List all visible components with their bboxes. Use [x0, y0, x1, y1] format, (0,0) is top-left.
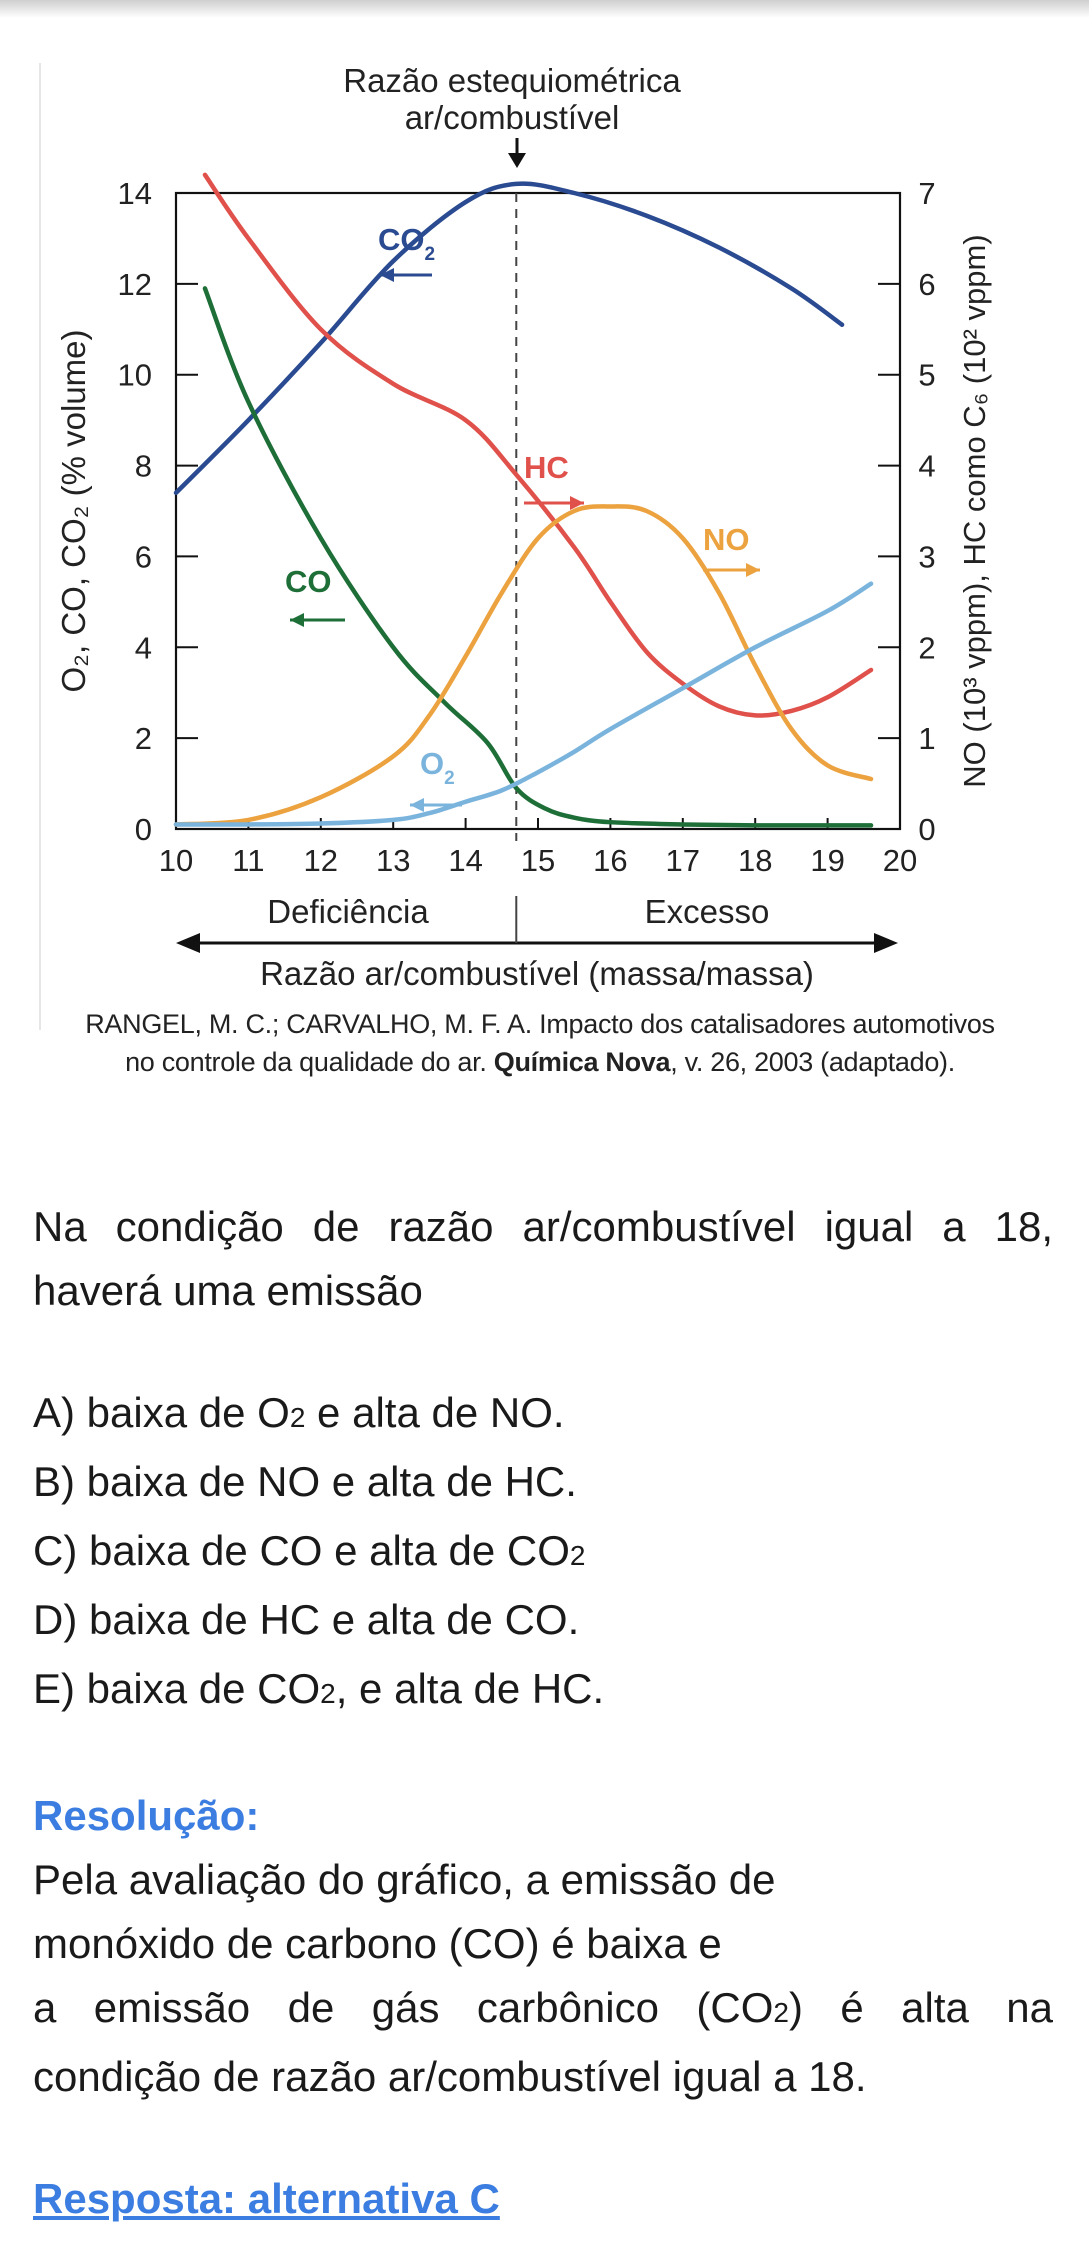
- series-arrow-no-head: [746, 563, 760, 577]
- series-line-co: [202, 286, 874, 828]
- series-label-no: NO: [703, 522, 750, 557]
- x-tick-label-12: 12: [304, 843, 338, 878]
- y-left-tick-label-4: 4: [135, 630, 152, 665]
- x-tick-label-19: 19: [810, 843, 844, 878]
- x-tick-label-15: 15: [521, 843, 555, 878]
- citation-line-2: no controle da qualidade do ar. Química …: [125, 1047, 955, 1077]
- y-left-tick-label-2: 2: [135, 721, 152, 756]
- question-text: Na condição de razão ar/combustível igua…: [33, 1203, 1053, 1314]
- x-tick-label-10: 10: [159, 843, 193, 878]
- resolution-line-2: monóxido de carbono (CO) é baixa e: [33, 1920, 722, 1967]
- series-line-o2: [173, 581, 874, 827]
- x-tick-label-18: 18: [738, 843, 772, 878]
- resolution-text: Pela avaliação do gráfico, a emissão de …: [33, 1848, 1053, 2109]
- series-arrow-hc: [524, 496, 584, 510]
- option-d[interactable]: D) baixa de HC e alta de CO.: [33, 1596, 580, 1643]
- resolution-line-1: Pela avaliação do gráfico, a emissão de: [33, 1856, 776, 1903]
- series-line-no: [173, 504, 874, 827]
- chart-title-line-1: Razão estequiométrica: [343, 62, 681, 99]
- y-right-tick-label-5: 5: [918, 358, 935, 393]
- resolution-line-4: condição de razão ar/combustível igual a…: [33, 2053, 867, 2100]
- y-left-tick-label-14: 14: [118, 176, 152, 211]
- x-tick-label-14: 14: [448, 843, 482, 878]
- y-axis-left-title: O₂, CO, CO₂ (% volume): [55, 330, 92, 693]
- x-tick-label-20: 20: [883, 843, 917, 878]
- y-right-tick-label-3: 3: [918, 539, 935, 574]
- series-label-o2: O2: [420, 746, 455, 789]
- region-label-deficiency: Deficiência: [267, 893, 429, 930]
- series-arrow-hc-head: [570, 496, 584, 510]
- y-left-tick-label-12: 12: [118, 267, 152, 302]
- series-arrow-co-head: [290, 613, 304, 627]
- series-arrow-o2-head: [410, 798, 424, 812]
- series-line-hc: [202, 172, 874, 718]
- x-tick-label-11: 11: [232, 843, 264, 878]
- xaxis-arrow-left-head: [176, 933, 200, 953]
- stoich-arrow-head: [508, 153, 526, 168]
- region-label-excess: Excesso: [645, 893, 770, 930]
- y-right-tick-label-7: 7: [918, 176, 935, 211]
- xaxis-arrow-right-head: [874, 933, 898, 953]
- series-arrow-co2: [380, 268, 432, 282]
- option-e[interactable]: E) baixa de CO2, e alta de HC.: [33, 1665, 605, 1712]
- citation-line-1: RANGEL, M. C.; CARVALHO, M. F. A. Impact…: [85, 1009, 995, 1039]
- series-arrow-co: [290, 613, 345, 627]
- y-left-tick-label-10: 10: [118, 358, 152, 393]
- series-arrow-o2: [410, 798, 462, 812]
- series-arrow-co2-head: [380, 268, 394, 282]
- chart-citation: RANGEL, M. C.; CARVALHO, M. F. A. Impact…: [40, 1005, 1040, 1081]
- question-content: Na condição de razão ar/combustível igua…: [33, 1195, 1053, 2231]
- y-right-tick-label-2: 2: [918, 630, 935, 665]
- x-tick-label-16: 16: [593, 843, 627, 878]
- option-c[interactable]: C) baixa de CO e alta de CO2: [33, 1527, 586, 1574]
- option-b[interactable]: B) baixa de NO e alta de HC.: [33, 1458, 577, 1505]
- series-label-hc: HC: [524, 450, 569, 485]
- x-tick-label-13: 13: [376, 843, 410, 878]
- y-left-tick-label-6: 6: [135, 539, 152, 574]
- x-axis-title: Razão ar/combustível (massa/massa): [260, 955, 814, 992]
- y-right-tick-label-6: 6: [918, 267, 935, 302]
- y-left-tick-label-0: 0: [135, 812, 152, 847]
- answer-link[interactable]: Resposta: alternativa C: [33, 2175, 500, 2222]
- series-arrow-no: [703, 563, 760, 577]
- top-shadow: [0, 0, 1089, 18]
- y-right-tick-label-0: 0: [918, 812, 935, 847]
- y-left-tick-label-8: 8: [135, 449, 152, 484]
- resolution-title: Resolução:: [33, 1792, 260, 1839]
- resolution-line-3: a emissão de gás carbônico (CO2) é alta …: [33, 1984, 1053, 2031]
- option-a[interactable]: A) baixa de O2 e alta de NO.: [33, 1389, 565, 1436]
- x-tick-label-17: 17: [666, 843, 700, 878]
- series-line-co2: [173, 181, 845, 496]
- chart-title-line-2: ar/combustível: [405, 99, 620, 136]
- y-right-tick-label-4: 4: [918, 449, 935, 484]
- emission-chart-figure: Razão estequiométrica ar/combustível 10 11 1…: [0, 30, 1089, 1120]
- series-label-sub-o2: 2: [444, 768, 455, 789]
- options-list: A) baixa de O2 e alta de NO. B) baixa de…: [33, 1381, 1053, 1726]
- y-right-tick-label-1: 1: [918, 721, 935, 756]
- series-label-co: CO: [285, 564, 332, 599]
- series-label-sub-co2: 2: [425, 244, 436, 265]
- y-axis-right-title: NO (10³ vppm), HC como C₆ (10² vppm): [957, 234, 992, 787]
